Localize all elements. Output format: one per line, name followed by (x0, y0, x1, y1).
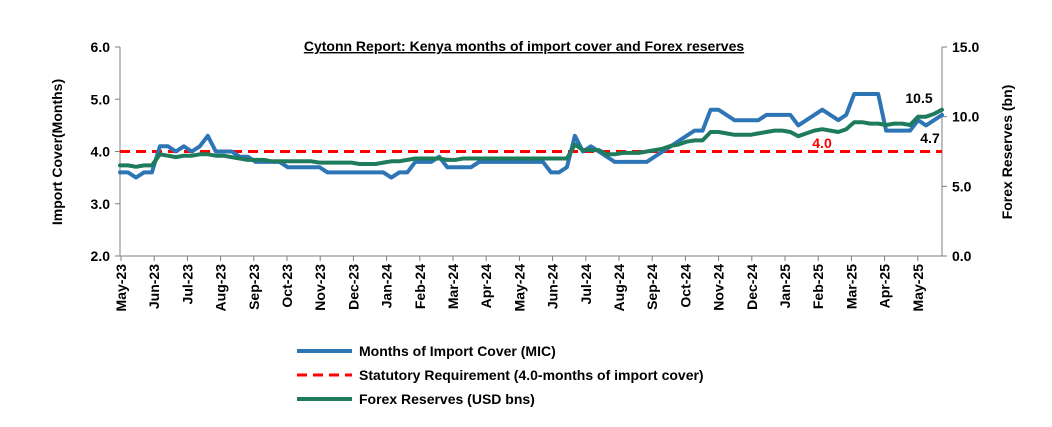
annotation-statutory: 4.0 (812, 135, 832, 151)
legend-entry-forex-label: Forex Reserves (USD bns) (359, 391, 535, 407)
y-right-tick-label: 10.0 (952, 109, 979, 125)
series-forex-line (118, 107, 944, 169)
x-tick-label: Dec-23 (345, 264, 361, 310)
x-tick-label: Nov-24 (711, 264, 727, 311)
y-left-tick-label: 5.0 (91, 91, 111, 107)
y-axis-right-label: Forex Reserves (bn) (999, 85, 1015, 220)
axes: 2.0 3.0 4.0 5.0 6.0 0.0 5.0 10.0 15.0 May-23 Jun-2… (91, 39, 980, 311)
y-axis-left-label: Import Cover(Months) (49, 79, 65, 225)
x-tick-label: Sep-23 (246, 264, 262, 310)
x-tick-label: Feb-24 (412, 264, 428, 309)
y-left-tick-label: 4.0 (91, 144, 111, 160)
x-tick-label: May-23 (113, 264, 129, 312)
y-right-tick-label: 15.0 (952, 39, 979, 55)
x-tick-label: Aug-24 (611, 264, 627, 312)
annotation-mic-end: 4.7 (920, 130, 940, 146)
chart-title: Cytonn Report: Kenya months of import co… (304, 38, 745, 54)
x-tick-label: Apr-25 (877, 264, 893, 309)
y-right-tick-label: 5.0 (952, 178, 972, 194)
x-tick-label: Mar-24 (445, 264, 461, 309)
legend: Months of Import Cover (MIC) Statutory Re… (297, 343, 704, 407)
x-tick-label: Sep-24 (644, 264, 660, 310)
x-tick-label: Jul-23 (179, 264, 195, 305)
x-tick-label: Oct-24 (677, 264, 693, 308)
x-tick-label: May-25 (910, 264, 926, 312)
x-tick-label: Oct-23 (279, 264, 295, 308)
y-left-tick-label: 2.0 (91, 248, 111, 264)
x-tick-label: Mar-25 (843, 264, 859, 309)
legend-entry-statutory-label: Statutory Requirement (4.0-months of imp… (359, 367, 704, 383)
x-tick-label: Nov-23 (312, 264, 328, 311)
x-tick-label: Apr-24 (478, 264, 494, 309)
x-tick-label: Jun-23 (146, 264, 162, 309)
x-tick-label: Feb-25 (810, 264, 826, 309)
y-right-tick-label: 0.0 (952, 248, 972, 264)
x-tick-label: May-24 (511, 264, 527, 312)
y-left-tick-label: 3.0 (91, 196, 111, 212)
y-left-tick-label: 6.0 (91, 39, 111, 55)
x-tick-label: Jan-24 (379, 264, 395, 309)
x-tick-label: Jan-25 (777, 264, 793, 309)
legend-entry-mic-label: Months of Import Cover (MIC) (359, 343, 556, 359)
x-tick-label: Dec-24 (744, 264, 760, 310)
series-layer (118, 92, 944, 180)
x-tick-label: Jun-24 (545, 264, 561, 309)
x-tick-label: Aug-23 (213, 264, 229, 312)
x-tick-label: Jul-24 (578, 264, 594, 305)
annotation-reserves-end: 10.5 (905, 90, 932, 106)
